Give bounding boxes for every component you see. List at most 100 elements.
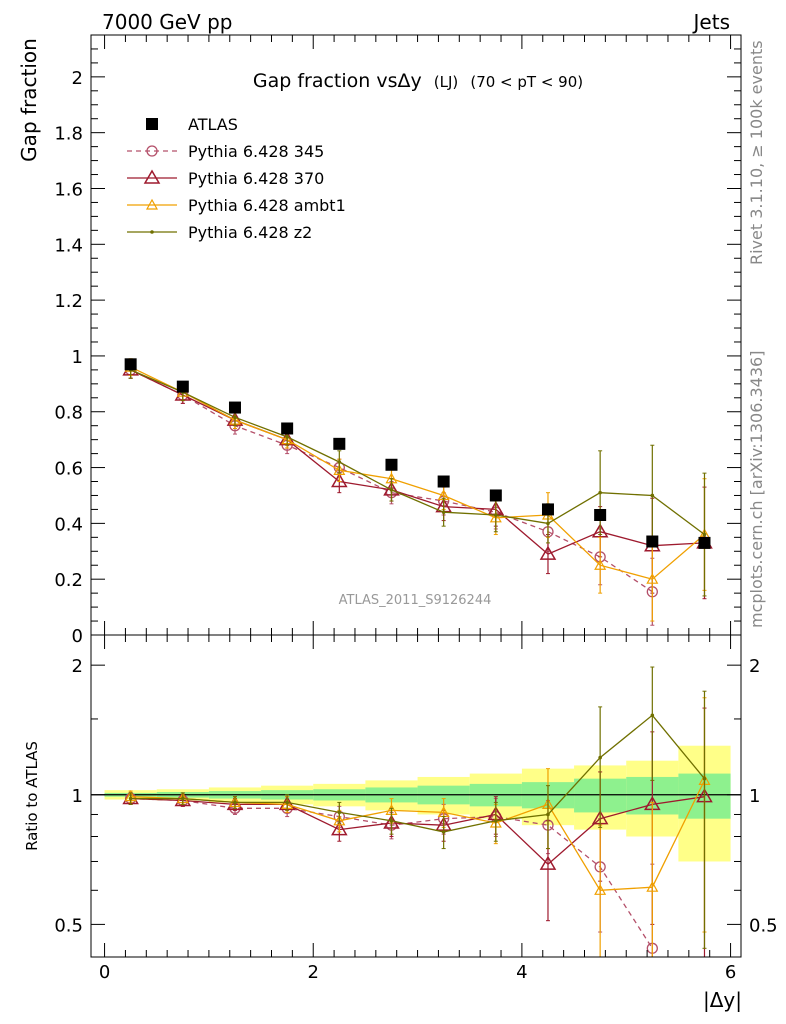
pythia-6-428-z2-series	[128, 666, 707, 949]
main-y-tick-label: 0	[72, 626, 83, 647]
pythia-6-428-ambt1-point	[594, 558, 607, 570]
main-panel: 0 0.2 0.4 0.6 0.8 1 1.2 1.4 1.6 1.8 2 Gap fraction…	[17, 34, 742, 647]
pythia-6-428-ambt1-point	[646, 572, 659, 584]
pythia-6-428-z2-point	[389, 819, 394, 823]
ratio-y-tick-label-right: 1	[749, 786, 760, 807]
pythia-6-428-370-point	[539, 545, 557, 560]
pythia-6-428-ambt1-legend-label: Pythia 6.428 ambt1	[188, 196, 346, 215]
pythia-6-428-z2-point	[546, 521, 550, 526]
pythia-6-428-z2-line	[130, 714, 706, 833]
pythia-6-428-z2-point	[598, 490, 602, 495]
main-y-tick-label: 1.8	[54, 124, 83, 145]
main-y-tick-label: 2	[72, 68, 83, 89]
atlas-series	[124, 358, 711, 549]
pythia-6-428-z2-line	[130, 369, 705, 536]
atlas-point	[541, 503, 554, 516]
ratio-x-tick-label: 2	[308, 962, 319, 983]
ratio-x-tick-label: 0	[99, 962, 110, 983]
pythia-6-428-z2-series	[128, 361, 707, 597]
ratio-y-axis: 0.5 0.5 1 1 2 2	[54, 656, 777, 936]
pythia-6-428-z2-point	[598, 755, 602, 760]
pythia-6-428-370-legend-marker	[143, 169, 161, 184]
pythia-6-428-370-point	[591, 523, 609, 538]
pythia-6-428-ambt1-line	[130, 366, 705, 580]
ratio-y-tick-label: 0.5	[54, 915, 83, 936]
pythia-6-428-ambt1-legend-marker	[145, 198, 159, 210]
atlas-point	[594, 509, 607, 521]
main-y-tick-label: 1	[72, 347, 83, 368]
atlas-point	[489, 489, 502, 502]
beam-energy-label: 7000 GeV pp	[102, 10, 233, 34]
pythia-6-428-z2-point	[233, 800, 237, 805]
main-plot-area	[122, 358, 713, 626]
pythia-6-428-z2-point	[441, 830, 446, 834]
pythia-6-428-z2-point	[285, 435, 289, 439]
main-y-tick-label: 1.2	[54, 291, 83, 312]
ratio-panel-frame	[90, 634, 742, 958]
main-chart-title-cut: (70 < pT < 90)	[470, 73, 583, 91]
pythia-6-428-z2-point	[181, 796, 185, 801]
main-y-tick-label: 0.2	[54, 570, 83, 591]
pythia-6-428-z2-point	[337, 810, 342, 815]
x-axis-title: |Δy|	[703, 988, 742, 1012]
ratio-plot-area	[91, 666, 741, 958]
pythia-6-428-z2-point	[546, 812, 550, 817]
pythia-6-428-345-legend-marker	[146, 145, 158, 157]
main-y-tick-label: 0.4	[54, 514, 83, 535]
atlas-legend-marker	[146, 118, 158, 130]
analysis-watermark: ATLAS_2011_S9126244	[339, 593, 492, 608]
main-y-tick-label: 1.6	[54, 179, 83, 200]
pythia-6-428-z2-point	[285, 800, 289, 805]
ratio-y-tick-label-right: 2	[749, 656, 760, 677]
pythia-6-428-370-legend-label: Pythia 6.428 370	[188, 169, 324, 188]
main-y-tick-label: 0.8	[54, 403, 83, 424]
main-y-axis-title: Gap fraction	[17, 38, 41, 162]
atlas-point	[437, 475, 450, 488]
ratio-y-tick-label-right: 0.5	[749, 915, 778, 936]
pythia-6-428-z2-point	[337, 460, 342, 464]
pythia-6-428-345-legend-label: Pythia 6.428 345	[188, 142, 324, 161]
ratio-x-axis: 0 2 4 6	[99, 635, 736, 983]
main-y-tick-label: 1.4	[54, 235, 83, 256]
atlas-point	[698, 536, 711, 549]
process-label: Jets	[692, 10, 730, 34]
pythia-6-428-ambt1-point	[333, 814, 346, 826]
ratio-x-tick-label: 4	[516, 962, 527, 983]
ratio-x-tick-label: 6	[725, 962, 736, 983]
atlas-point	[124, 358, 137, 371]
pythia-6-428-ambt1-point	[646, 880, 659, 892]
pythia-6-428-370-point	[331, 473, 348, 488]
ratio-panel: 0.5 0.5 1 1 2 2 0 2 4 6 Ratio to ATLAS |Δy|	[23, 634, 778, 1012]
pythia-6-428-ambt1-point	[333, 464, 346, 475]
pythia-6-428-z2-legend-marker	[150, 230, 154, 234]
pythia-6-428-370-line	[130, 796, 705, 866]
pythia-6-428-ambt1-point	[594, 884, 607, 895]
atlas-point	[333, 437, 346, 450]
pythia-6-428-z2-point	[494, 513, 498, 517]
atlas-point	[228, 401, 241, 414]
pythia-6-428-z2-point	[494, 819, 498, 823]
pythia-6-428-370-point	[539, 855, 557, 870]
ratio-y-axis-title: Ratio to ATLAS	[23, 741, 41, 851]
atlas-point	[281, 422, 294, 435]
mcplots-credit-label: mcplots.cern.ch [arXiv:1306.3436]	[747, 351, 766, 628]
pythia-6-428-z2-point	[389, 488, 394, 492]
pythia-6-428-z2-point	[650, 713, 655, 718]
atlas-point	[646, 535, 659, 548]
pythia-6-428-z2-point	[441, 510, 446, 515]
pythia-6-428-ambt1-series	[124, 358, 711, 622]
main-chart-title-text: Gap fraction vsΔy	[253, 70, 422, 92]
ratio-y-tick-label: 1	[72, 786, 83, 807]
main-y-axis: 0 0.2 0.4 0.6 0.8 1 1.2 1.4 1.6 1.8 2	[54, 35, 741, 647]
atlas-point	[176, 380, 189, 393]
main-chart-title-suffix: (LJ)	[434, 73, 459, 91]
pythia-6-428-z2-point	[128, 796, 133, 801]
pythia-6-428-370-point	[331, 821, 348, 836]
pythia-6-428-370-series	[122, 707, 713, 958]
pythia-6-428-z2-legend-label: Pythia 6.428 z2	[188, 223, 312, 242]
ratio-y-tick-label: 2	[72, 656, 83, 677]
pythia-6-428-z2-point	[702, 776, 707, 781]
pythia-6-428-370-line	[130, 369, 705, 555]
legend: ATLAS Pythia 6.428 345 Pythia 6.428 370 Pyt…	[127, 115, 346, 242]
pythia-6-428-z2-point	[233, 415, 237, 420]
